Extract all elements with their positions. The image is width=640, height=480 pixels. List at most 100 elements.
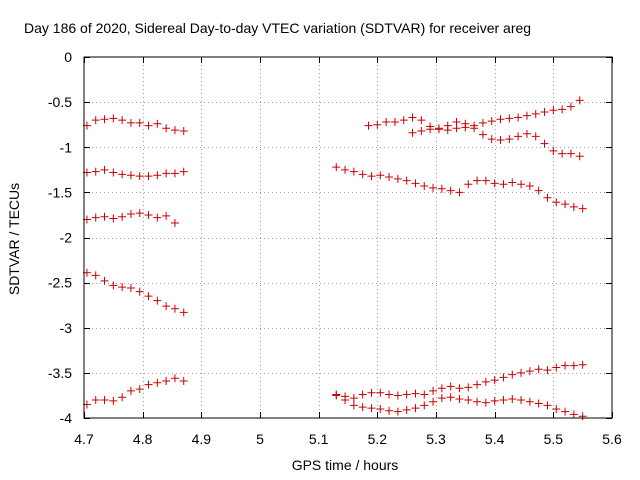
data-point-marker bbox=[534, 365, 543, 374]
data-point-marker bbox=[373, 120, 382, 129]
series-late-5 bbox=[332, 390, 587, 421]
data-point-marker bbox=[517, 395, 526, 404]
data-point-marker bbox=[578, 360, 587, 369]
data-point-marker bbox=[499, 373, 508, 382]
data-point-marker bbox=[170, 304, 179, 313]
data-point-marker bbox=[126, 284, 135, 293]
data-point-marker bbox=[91, 116, 100, 125]
data-point-marker bbox=[100, 276, 109, 285]
data-point-marker bbox=[569, 202, 578, 211]
data-point-marker bbox=[561, 200, 570, 209]
data-point-marker bbox=[408, 113, 417, 122]
series-early-4 bbox=[82, 268, 188, 317]
data-point-marker bbox=[569, 410, 578, 419]
x-tick-label: 5.2 bbox=[368, 431, 388, 447]
data-point-marker bbox=[552, 404, 561, 413]
plot-frame bbox=[83, 56, 613, 419]
x-tick-label: 4.9 bbox=[192, 431, 212, 447]
y-tick-label: -3.5 bbox=[48, 365, 72, 381]
data-point-marker bbox=[464, 395, 473, 404]
data-point-marker bbox=[126, 171, 135, 180]
data-point-marker bbox=[508, 370, 517, 379]
data-point-marker bbox=[478, 130, 487, 139]
data-point-marker bbox=[481, 398, 490, 407]
y-tick-label: -1 bbox=[60, 139, 73, 155]
data-point-marker bbox=[487, 135, 496, 144]
data-point-marker bbox=[393, 391, 402, 400]
x-tick-label: 5.6 bbox=[602, 431, 622, 447]
data-point-marker bbox=[464, 180, 473, 189]
data-point-marker bbox=[481, 176, 490, 185]
data-point-marker bbox=[429, 386, 438, 395]
y-tick-label: 0 bbox=[64, 49, 72, 65]
data-point-marker bbox=[420, 390, 429, 399]
data-point-marker bbox=[135, 287, 144, 296]
data-point-marker bbox=[473, 397, 482, 406]
data-point-marker bbox=[358, 390, 367, 399]
data-point-marker bbox=[91, 213, 100, 222]
data-point-marker bbox=[464, 383, 473, 392]
data-point-marker bbox=[490, 376, 499, 385]
data-point-marker bbox=[376, 388, 385, 397]
data-point-marker bbox=[100, 165, 109, 174]
data-point-marker bbox=[437, 384, 446, 393]
data-point-marker bbox=[490, 179, 499, 188]
data-point-marker bbox=[367, 172, 376, 181]
data-point-marker bbox=[437, 184, 446, 193]
data-point-marker bbox=[543, 366, 552, 375]
data-point-marker bbox=[144, 380, 153, 389]
x-tick-label: 5.4 bbox=[485, 431, 505, 447]
data-point-marker bbox=[385, 390, 394, 399]
data-point-marker bbox=[470, 124, 479, 133]
data-point-marker bbox=[429, 183, 438, 192]
data-point-marker bbox=[179, 308, 188, 317]
data-point-marker bbox=[549, 146, 558, 155]
data-point-marker bbox=[153, 296, 162, 305]
data-point-marker bbox=[525, 397, 534, 406]
data-point-marker bbox=[517, 180, 526, 189]
x-axis-label: GPS time / hours bbox=[292, 457, 399, 473]
data-point-marker bbox=[109, 168, 118, 177]
data-point-marker bbox=[578, 204, 587, 213]
data-point-marker bbox=[390, 117, 399, 126]
data-point-marker bbox=[566, 102, 575, 111]
data-point-marker bbox=[399, 116, 408, 125]
data-point-marker bbox=[135, 209, 144, 218]
chart-title: Day 186 of 2020, Sidereal Day-to-day VTE… bbox=[24, 20, 531, 36]
data-point-marker bbox=[408, 128, 417, 137]
x-tick-label: 5 bbox=[256, 431, 264, 447]
data-point-marker bbox=[420, 182, 429, 191]
data-point-marker bbox=[437, 394, 446, 403]
data-point-marker bbox=[543, 193, 552, 202]
data-point-marker bbox=[429, 397, 438, 406]
data-point-marker bbox=[514, 132, 523, 141]
data-point-marker bbox=[552, 363, 561, 372]
data-point-marker bbox=[153, 119, 162, 128]
data-point-marker bbox=[100, 115, 109, 124]
data-point-marker bbox=[517, 368, 526, 377]
data-point-marker bbox=[91, 271, 100, 280]
data-point-marker bbox=[487, 117, 496, 126]
x-tick-label: 5.3 bbox=[426, 431, 446, 447]
y-tick-label: -3 bbox=[60, 320, 73, 336]
grid-lines bbox=[84, 57, 612, 418]
data-point-marker bbox=[540, 108, 549, 117]
x-tick-label: 4.8 bbox=[133, 431, 153, 447]
data-point-marker bbox=[170, 169, 179, 178]
data-point-marker bbox=[478, 118, 487, 127]
data-point-marker bbox=[109, 114, 118, 123]
data-point-marker bbox=[376, 404, 385, 413]
data-point-marker bbox=[162, 169, 171, 178]
data-point-marker bbox=[126, 386, 135, 395]
series-early-3 bbox=[82, 209, 179, 228]
data-point-marker bbox=[443, 121, 452, 130]
data-point-marker bbox=[341, 395, 350, 404]
x-tick-label: 5.1 bbox=[309, 431, 329, 447]
data-point-marker bbox=[455, 395, 464, 404]
data-point-marker bbox=[135, 385, 144, 394]
data-point-marker bbox=[411, 389, 420, 398]
data-point-marker bbox=[531, 109, 540, 118]
y-tick-label: -4 bbox=[60, 410, 73, 426]
data-point-marker bbox=[162, 211, 171, 220]
data-point-marker bbox=[332, 163, 341, 172]
